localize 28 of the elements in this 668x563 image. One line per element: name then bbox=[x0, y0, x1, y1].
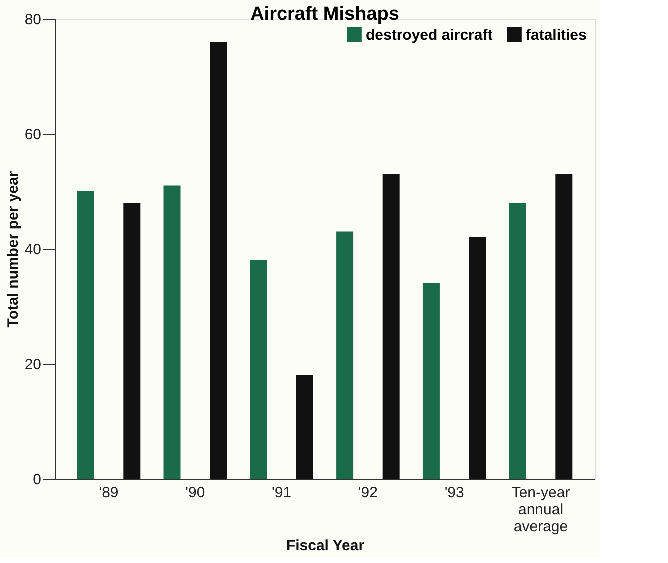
bar bbox=[164, 186, 181, 479]
bar bbox=[509, 203, 526, 479]
y-tick-label: 0 bbox=[33, 472, 42, 488]
bar bbox=[422, 284, 440, 479]
legend-label: destroyed aircraft bbox=[366, 26, 493, 44]
y-axis-title: Total number per year bbox=[4, 171, 22, 328]
x-tick-label: '89 bbox=[99, 484, 119, 502]
legend-label: fatalities bbox=[526, 26, 587, 44]
bar bbox=[210, 42, 228, 479]
bar bbox=[469, 238, 486, 479]
bar bbox=[124, 203, 141, 479]
bar bbox=[336, 232, 354, 479]
x-tick-label: '93 bbox=[444, 484, 464, 502]
x-tick-label: '91 bbox=[272, 484, 292, 502]
x-tick-label: '92 bbox=[358, 484, 378, 502]
bar bbox=[77, 192, 94, 479]
y-tick-label: 40 bbox=[24, 242, 42, 258]
x-tick-label: '90 bbox=[186, 484, 206, 502]
bar bbox=[556, 174, 573, 479]
chart-title: Aircraft Mishaps bbox=[250, 4, 400, 25]
bar bbox=[382, 174, 400, 479]
y-tick-label: 80 bbox=[24, 12, 42, 28]
bar bbox=[296, 376, 314, 479]
y-tick-label: 60 bbox=[24, 126, 42, 144]
y-tick-label: 20 bbox=[24, 356, 42, 374]
x-tick-label: Ten-year annual average bbox=[512, 484, 570, 536]
x-axis-title: Fiscal Year bbox=[286, 538, 365, 554]
bar bbox=[250, 260, 268, 479]
